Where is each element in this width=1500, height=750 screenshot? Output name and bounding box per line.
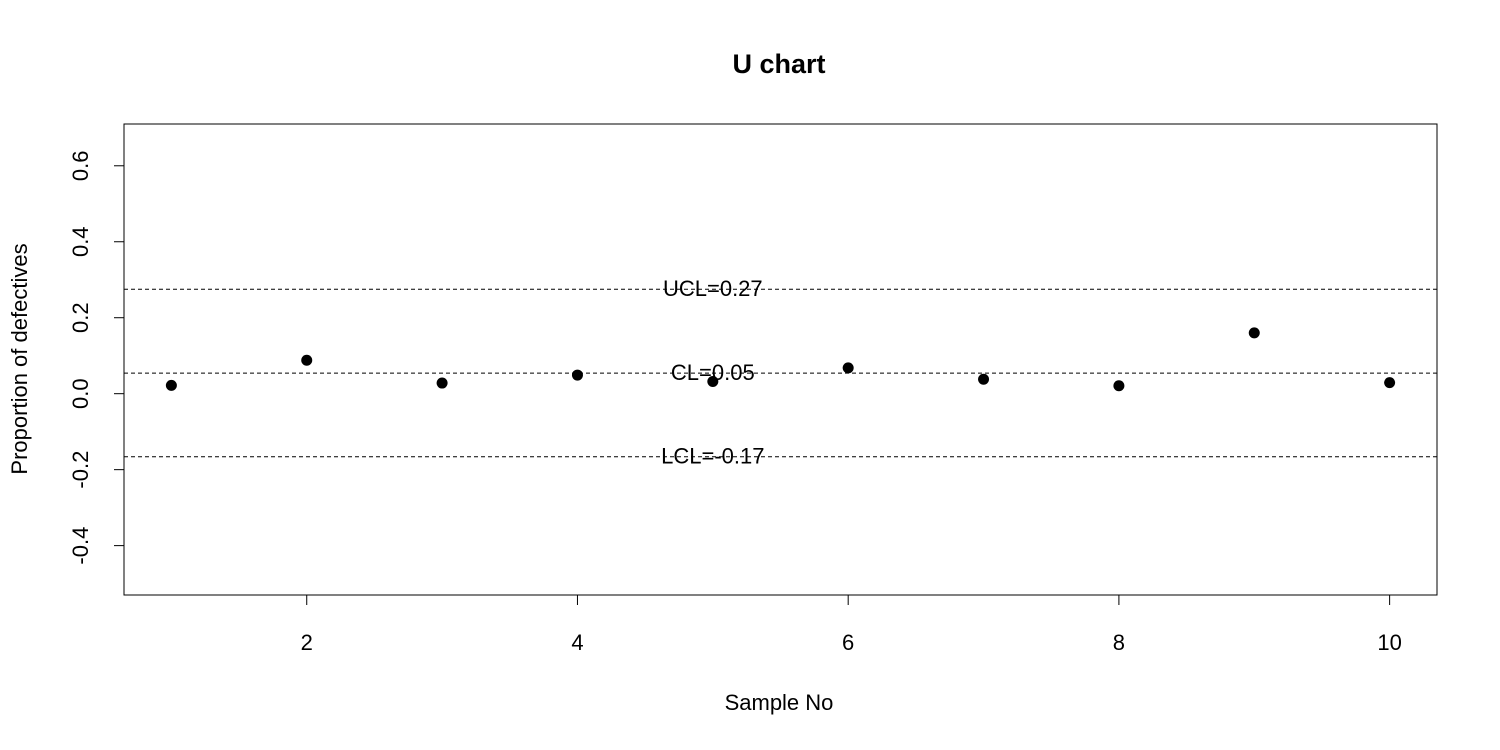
data-point: [1384, 377, 1396, 389]
plot-area: [123, 123, 1438, 596]
data-point: [978, 373, 990, 385]
data-point: [842, 362, 854, 374]
y-axis-label: Proportion of defectives: [7, 243, 32, 474]
limit-label: UCL=0.27: [663, 276, 763, 301]
x-tick-label: 6: [842, 630, 854, 655]
y-tick-label: 0.6: [68, 150, 93, 181]
y-tick-label: 0.2: [68, 302, 93, 333]
data-point: [436, 377, 448, 389]
chart-title: U chart: [732, 49, 825, 79]
x-tick-label: 10: [1377, 630, 1401, 655]
data-point: [1113, 380, 1125, 392]
data-point: [165, 379, 177, 391]
x-axis-label: Sample No: [725, 690, 834, 715]
y-tick-label: 0.4: [68, 226, 93, 257]
y-tick-label: -0.4: [68, 527, 93, 565]
x-tick-label: 2: [301, 630, 313, 655]
limit-label: LCL=-0.17: [661, 444, 764, 469]
data-point: [1248, 327, 1260, 339]
x-tick-label: 8: [1113, 630, 1125, 655]
data-points: [165, 327, 1396, 392]
data-point: [571, 369, 583, 381]
y-tick-label: -0.2: [68, 451, 93, 489]
data-point: [707, 376, 719, 388]
x-axis: 2 4 6 8 10: [301, 595, 1402, 655]
x-tick-label: 4: [571, 630, 583, 655]
y-tick-label: 0.0: [68, 378, 93, 409]
data-point: [301, 354, 313, 366]
y-axis: -0.4 -0.2 0.0 0.2 0.4 0.6: [68, 150, 124, 565]
